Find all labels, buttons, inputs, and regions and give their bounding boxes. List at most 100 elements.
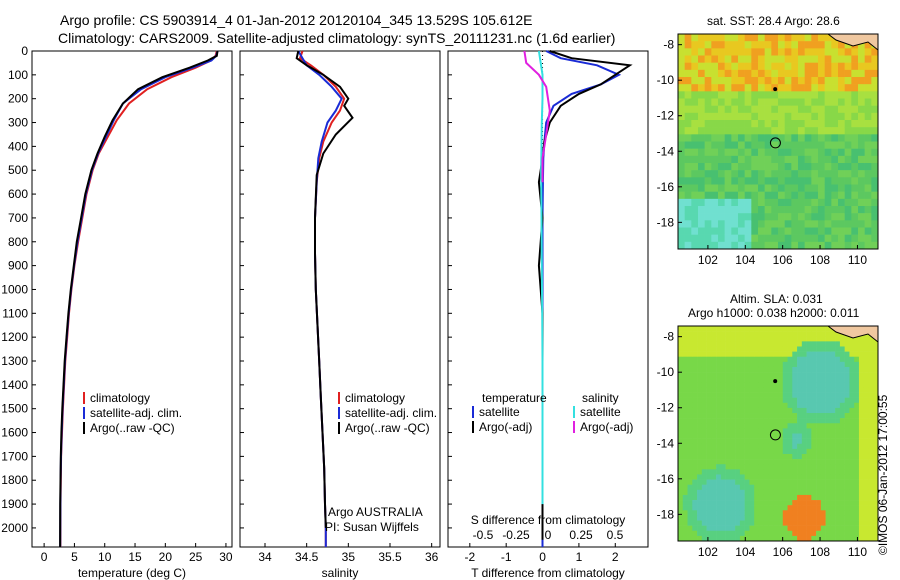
map-cell [751,134,759,142]
map-x-label: 108 [810,253,830,267]
map-cell [844,428,850,434]
map-cell [744,464,750,470]
map-cell [763,433,769,439]
map-cell [730,494,736,501]
map-cell [678,402,684,409]
map-cell [716,377,722,383]
map-cell [839,387,845,393]
map-cell [778,241,785,250]
map-cell [858,464,865,470]
map-cell [749,346,755,352]
map-cell [787,535,793,542]
map-cell [744,341,750,347]
map-cell [873,469,879,475]
map-cell [724,134,732,142]
map-cell [868,382,874,388]
map-cell [678,220,685,228]
map-cell [731,84,739,92]
map-cell [735,505,741,511]
map-cell [782,500,788,506]
map-cell [735,433,741,439]
map-cell [791,69,799,78]
map-cell [738,120,745,128]
map-cell [824,177,832,185]
map-cell [871,91,879,99]
map-cell [749,423,755,429]
map-cell [711,505,717,511]
map-cell [835,346,841,352]
map-cell [792,494,798,501]
map-cell [720,474,726,480]
map-cell [738,41,745,49]
map-cell [763,464,769,470]
map-cell [864,84,872,92]
map-cell [692,336,698,342]
map-cell [768,464,774,470]
map-cell [851,141,859,149]
map-cell [744,366,750,373]
map-cell [835,500,841,506]
map-cell [824,41,832,49]
map-cell [768,500,774,506]
map-cell [820,392,826,398]
map-cell [744,326,750,332]
christmas-island-marker [773,379,778,384]
map-cell [771,220,779,228]
map-cell [682,474,688,480]
map-cell [811,505,817,511]
map-cell [697,402,703,409]
map-cell [873,346,879,352]
map-cell [849,402,855,409]
map-cell [704,191,712,200]
map-cell [830,510,836,516]
map-cell [751,227,759,235]
map-cell [754,346,760,352]
map-cell [851,77,859,85]
map-cell [844,177,852,185]
map-cell [798,55,805,63]
map-cell [868,413,874,419]
map-cell [720,464,726,470]
map-cell [684,177,692,185]
map-cell [849,448,855,455]
map-cell [839,361,845,368]
map-cell [818,141,825,149]
map-cell [716,428,722,434]
map-cell [798,41,805,49]
map-cell [825,535,831,542]
map-cell [724,234,732,243]
map-cell [804,105,812,114]
map-cell [844,120,852,128]
map-cell [749,336,755,342]
map-cell [711,170,719,178]
map-cell [764,184,772,192]
map-cell [801,448,807,455]
map-cell [687,382,693,388]
map-cell [858,198,865,207]
map-cell [744,484,750,491]
map-cell [716,520,722,526]
map-cell [704,34,712,42]
map-cell [787,346,793,352]
map-cell [744,489,750,496]
map-cell [820,500,826,506]
map-cell [873,356,879,363]
map-cell [768,372,774,378]
map-cell [739,530,745,537]
map-cell [687,443,693,450]
map-cell [806,407,812,414]
map-cell [764,170,772,178]
y-tick-label: 1600 [1,426,28,440]
map-cell [831,163,839,171]
map-cell [824,134,832,142]
map-cell [797,464,803,470]
map-cell [818,48,825,56]
map-cell [854,356,860,363]
map-cell [798,112,805,121]
map-cell [725,479,731,485]
map-cell [678,98,685,106]
map-cell [758,530,765,537]
map-cell [871,206,879,214]
map-cell [816,407,822,414]
map-cell [844,489,850,496]
